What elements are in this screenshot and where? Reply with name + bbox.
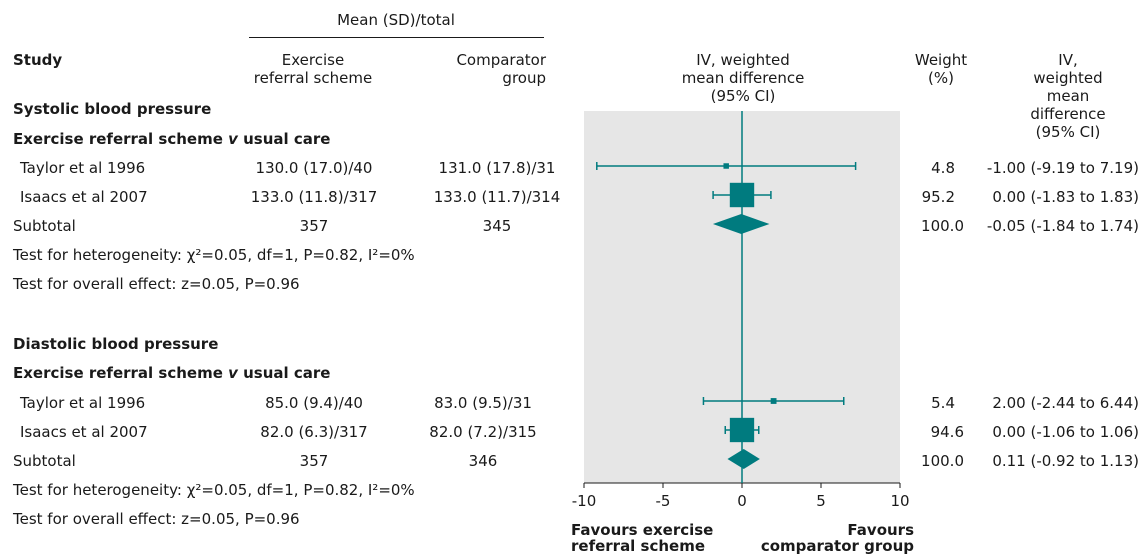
axis-tick-label: -5 xyxy=(655,492,671,510)
comparator-value: 82.0 (7.2)/315 xyxy=(429,423,537,441)
weight-column-header: Weight (%) xyxy=(914,51,968,87)
comparator-value: 131.0 (17.8)/31 xyxy=(438,159,556,177)
exercise-value: 82.0 (6.3)/317 xyxy=(260,423,368,441)
study-marker xyxy=(729,417,755,443)
section-subtitle: Exercise referral scheme v usual care xyxy=(13,364,331,382)
subtotal-comparator: 345 xyxy=(482,217,512,235)
md-column-header: IV, weighted mean difference (95% CI) xyxy=(1030,51,1106,141)
md-ci-value: 0.00 (-1.83 to 1.83) xyxy=(992,188,1139,206)
heterogeneity-test: Test for heterogeneity: χ²=0.05, df=1, P… xyxy=(13,481,415,499)
favours-exercise-label: Favours exercise referral scheme xyxy=(571,521,714,555)
subtotal-label: Subtotal xyxy=(13,217,76,235)
study-marker xyxy=(770,398,777,404)
study-name: Taylor et al 1996 xyxy=(20,394,146,412)
study-column-header: Study xyxy=(13,51,63,69)
weight-value: 4.8 xyxy=(931,159,955,177)
md-ci-value: 2.00 (-2.44 to 6.44) xyxy=(992,394,1139,412)
subtotal-md-ci: -0.05 (-1.84 to 1.74) xyxy=(986,217,1139,235)
weight-value: 5.4 xyxy=(931,394,955,412)
study-marker xyxy=(729,182,755,208)
subtotal-weight: 100.0 xyxy=(921,452,964,470)
comparator-column-header: Comparator group xyxy=(456,51,546,87)
favours-comparator-label: Favours comparator group xyxy=(760,521,914,555)
md-ci-value: -1.00 (-9.19 to 7.19) xyxy=(986,159,1139,177)
subtotal-label: Subtotal xyxy=(13,452,76,470)
study-name: Isaacs et al 2007 xyxy=(20,188,148,206)
subtotal-md-ci: 0.11 (-0.92 to 1.13) xyxy=(992,452,1139,470)
axis-tick-label: 10 xyxy=(890,492,910,510)
exercise-column-header: Exercise referral scheme xyxy=(253,51,373,87)
section-title-diastolic: Diastolic blood pressure xyxy=(13,335,219,353)
axis-tick-label: 5 xyxy=(816,492,826,510)
heterogeneity-test: Test for heterogeneity: χ²=0.05, df=1, P… xyxy=(13,246,415,264)
subtotal-exercise: 357 xyxy=(299,452,329,470)
mean-sd-total-header: Mean (SD)/total xyxy=(337,11,455,29)
subtotal-weight: 100.0 xyxy=(921,217,964,235)
axis-tick-label: 0 xyxy=(737,492,747,510)
md-ci-value: 0.00 (-1.06 to 1.06) xyxy=(992,423,1139,441)
comparator-value: 133.0 (11.7)/314 xyxy=(433,188,561,206)
weight-value: 95.2 xyxy=(921,188,955,206)
plot-column-header: IV, weighted mean difference (95% CI) xyxy=(681,51,805,105)
subtotal-diamond xyxy=(727,449,760,469)
study-marker xyxy=(723,163,729,169)
overall-effect-test: Test for overall effect: z=0.05, P=0.96 xyxy=(13,510,300,528)
exercise-value: 133.0 (11.8)/317 xyxy=(250,188,378,206)
axis-tick-label: -10 xyxy=(571,492,597,510)
overall-effect-test: Test for overall effect: z=0.05, P=0.96 xyxy=(13,275,300,293)
exercise-value: 130.0 (17.0)/40 xyxy=(255,159,373,177)
subtotal-comparator: 346 xyxy=(468,452,498,470)
subtotal-diamond xyxy=(712,214,770,234)
section-title-systolic: Systolic blood pressure xyxy=(13,100,212,118)
section-subtitle: Exercise referral scheme v usual care xyxy=(13,130,331,148)
exercise-value: 85.0 (9.4)/40 xyxy=(265,394,363,412)
comparator-value: 83.0 (9.5)/31 xyxy=(434,394,532,412)
study-name: Isaacs et al 2007 xyxy=(20,423,148,441)
header-rule xyxy=(249,37,544,38)
subtotal-exercise: 357 xyxy=(299,217,329,235)
study-name: Taylor et al 1996 xyxy=(20,159,146,177)
weight-value: 94.6 xyxy=(930,423,964,441)
